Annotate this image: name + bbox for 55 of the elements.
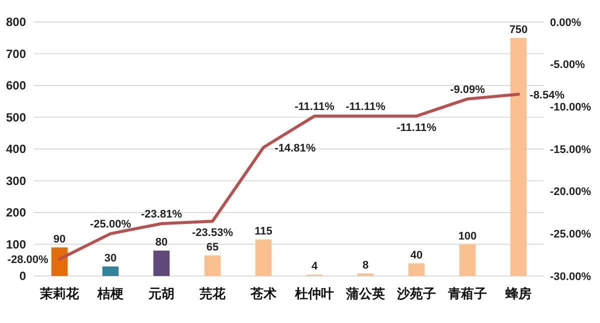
bar	[153, 250, 170, 276]
y-tick-label: 400	[6, 142, 26, 156]
data-label: 4	[311, 260, 318, 273]
bar	[255, 239, 272, 276]
x-tick-label: 苍术	[250, 286, 276, 301]
y2-tick-label: -15.00%	[550, 144, 592, 156]
x-tick-label: 沙苑子	[396, 286, 436, 301]
y2-tick-label: -5.00%	[550, 59, 586, 72]
y-tick-label: 600	[6, 78, 26, 93]
data-label: -25.00%	[90, 218, 132, 231]
bar	[204, 255, 221, 276]
data-label: -23.81%	[141, 208, 182, 221]
y-tick-label: 800	[6, 15, 26, 30]
bar	[102, 266, 119, 276]
x-tick-label: 茉莉花	[39, 286, 80, 301]
data-label: -14.81%	[274, 142, 316, 154]
data-label: 80	[155, 236, 168, 249]
bar	[510, 38, 527, 276]
data-label: 40	[410, 249, 423, 262]
y-tick-label: 100	[6, 237, 26, 252]
data-label: 8	[362, 259, 369, 272]
data-label: 65	[206, 241, 219, 254]
data-label: -23.53%	[192, 227, 234, 240]
bar	[51, 247, 68, 276]
y-tick-label: 200	[6, 206, 26, 220]
y2-tick-label: -20.00%	[550, 186, 592, 198]
y2-tick-label: -25.00%	[550, 228, 592, 241]
data-label: -11.11%	[294, 101, 335, 114]
y-tick-label: 500	[6, 110, 26, 124]
x-tick-label: 桔梗	[96, 286, 124, 301]
x-tick-label: 杜仲叶	[294, 286, 334, 301]
data-label: 750	[509, 24, 528, 36]
x-tick-label: 青葙子	[447, 286, 487, 301]
data-label: -8.54%	[530, 89, 565, 102]
data-label: -11.11%	[396, 122, 437, 134]
data-label: -28.00%	[7, 254, 49, 266]
x-tick-label: 蒲公英	[345, 286, 385, 301]
data-label: 115	[254, 225, 272, 238]
x-tick-label: 芫花	[198, 286, 226, 301]
x-tick-label: 蜂房	[504, 286, 532, 301]
data-label: 100	[458, 230, 477, 242]
y-tick-label: 300	[6, 174, 26, 188]
y-tick-label: 0	[19, 269, 26, 284]
bar	[408, 263, 425, 276]
data-label: -9.09%	[450, 84, 486, 96]
y-tick-label: 700	[6, 46, 26, 61]
data-label: 90	[53, 233, 66, 246]
data-label: -11.11%	[346, 101, 386, 114]
x-tick-label: 元胡	[148, 286, 174, 301]
y2-tick-label: -30.00%	[550, 270, 592, 283]
data-label: 30	[104, 252, 117, 264]
bar	[459, 244, 476, 276]
bar	[357, 273, 374, 276]
y2-tick-label: -10.00%	[550, 102, 592, 114]
y2-tick-label: 0.00%	[550, 16, 582, 29]
